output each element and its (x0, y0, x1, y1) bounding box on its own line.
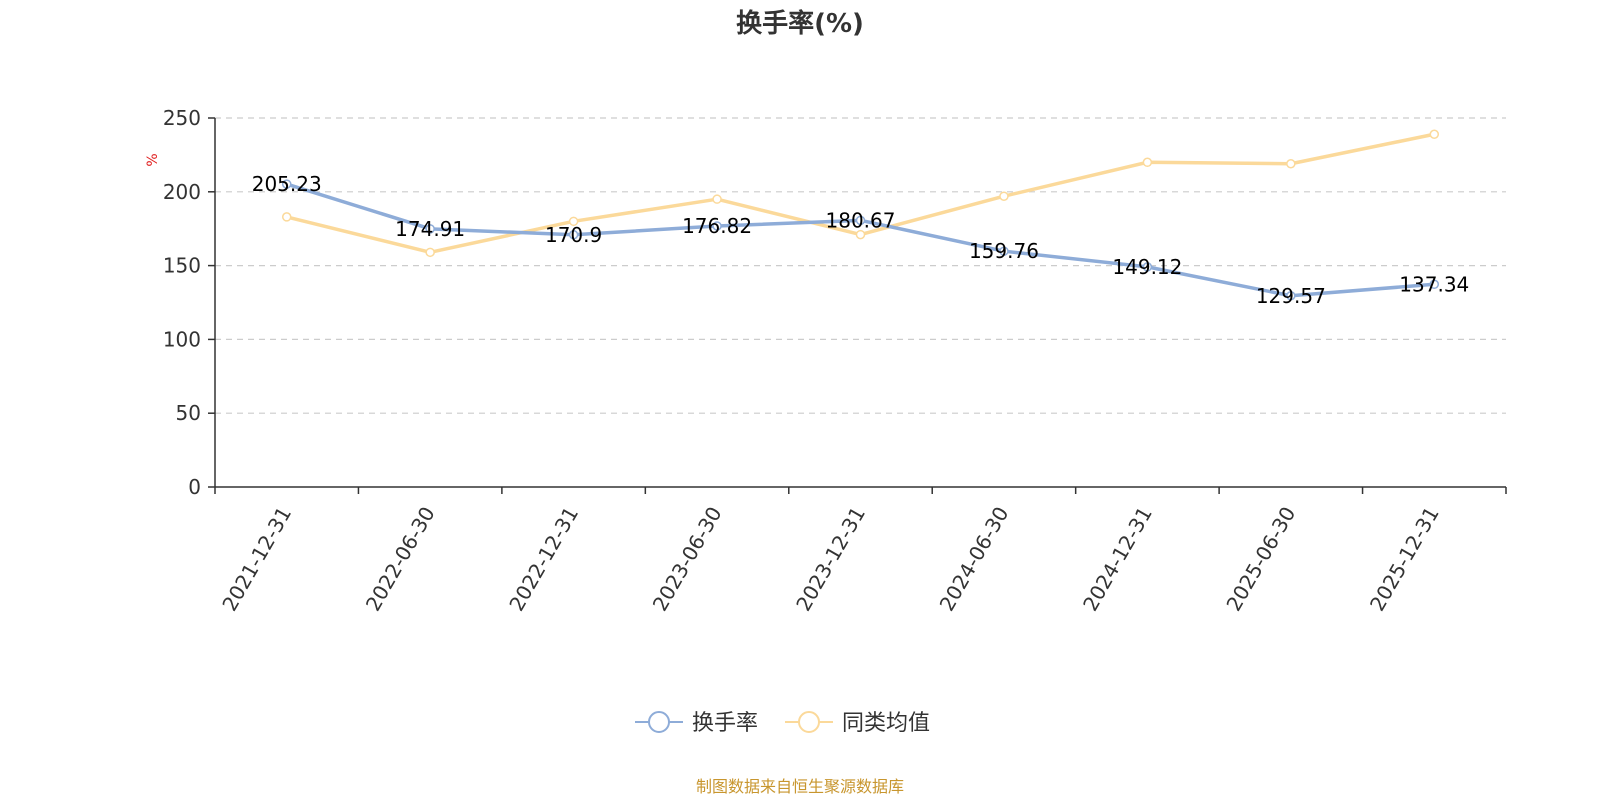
data-label: 137.34 (1399, 272, 1469, 296)
data-label: 205.23 (252, 172, 322, 196)
legend-item-turnover[interactable]: 换手率 (635, 711, 758, 736)
y-tick-label: 100 (163, 327, 201, 351)
legend-item-peer-average[interactable]: 同类均值 (785, 711, 930, 736)
y-axis-unit-label: % (145, 153, 161, 166)
legend-circle-icon (798, 711, 820, 733)
data-labels: 205.23 174.91 170.9 176.82 180.67 159.76 149.1… (252, 172, 1470, 308)
data-label: 129.57 (1256, 284, 1326, 308)
chart-title: 换手率(%) (736, 8, 864, 39)
data-point (568, 230, 579, 240)
data-point (1286, 291, 1296, 301)
x-tick-label: 2025-06-30 (1221, 503, 1300, 616)
x-tick-label: 2021-12-31 (217, 503, 296, 616)
data-point (999, 191, 1009, 201)
data-point (281, 212, 292, 222)
series-layer (281, 129, 1440, 301)
x-tick-label: 2022-06-30 (361, 502, 440, 615)
data-label: 180.67 (826, 208, 896, 232)
data-point (1142, 262, 1153, 272)
y-tick-label: 200 (163, 180, 201, 204)
y-axis: 0 50 100 150 200 250 (163, 106, 216, 499)
data-point (1429, 279, 1440, 290)
grid-lines (215, 117, 1506, 414)
data-point (281, 179, 292, 189)
x-tick-label: 2023-12-31 (791, 503, 870, 616)
x-axis: 2021-12-31 2022-06-30 2022-12-31 2023-06-30… (214, 486, 1507, 616)
y-tick-label: 0 (188, 475, 201, 499)
data-point (1429, 129, 1440, 139)
x-tick-label: 2025-12-31 (1365, 503, 1444, 616)
data-point (855, 215, 866, 226)
data-label: 149.12 (1112, 255, 1182, 279)
data-point (568, 216, 579, 227)
data-point (712, 221, 722, 231)
source-note: 制图数据来自恒生聚源数据库 (696, 777, 904, 796)
data-point (1142, 157, 1153, 168)
y-tick-label: 50 (176, 401, 201, 425)
x-tick-label: 2024-12-31 (1078, 503, 1157, 616)
legend-label: 换手率 (692, 711, 758, 736)
data-point (712, 194, 722, 204)
legend-label: 同类均值 (842, 711, 930, 736)
y-tick-label: 250 (163, 106, 201, 130)
data-label: 159.76 (969, 239, 1039, 263)
x-tick-label: 2023-06-30 (648, 503, 727, 616)
data-label: 176.82 (682, 214, 752, 238)
x-tick-label: 2022-12-31 (504, 503, 583, 616)
data-point (425, 247, 435, 258)
data-point (999, 246, 1009, 256)
data-point (855, 229, 866, 240)
data-point (425, 224, 435, 234)
data-point (1286, 159, 1296, 169)
data-label: 174.91 (395, 217, 465, 241)
x-tick-label: 2024-06-30 (935, 503, 1014, 616)
y-tick-label: 150 (163, 254, 201, 278)
data-label: 170.9 (545, 223, 602, 247)
legend-circle-icon (648, 711, 670, 733)
legend[interactable]: 换手率 同类均值 (635, 711, 930, 736)
